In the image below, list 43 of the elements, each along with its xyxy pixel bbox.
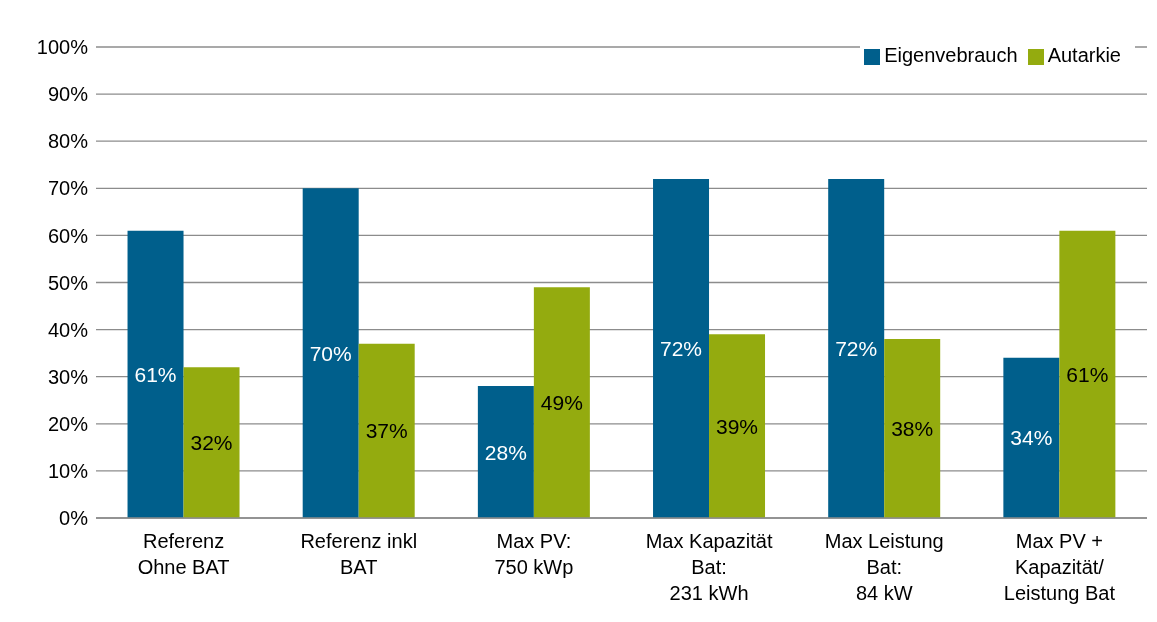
bar: [1059, 230, 1116, 518]
data-label: 34%: [1010, 426, 1053, 450]
bar: [709, 334, 766, 518]
y-tick-label: 80%: [47, 130, 89, 153]
bar: [533, 287, 590, 518]
bar: [477, 386, 534, 518]
y-tick-label: 60%: [47, 224, 89, 247]
y-tick-label: 100%: [36, 36, 89, 59]
y-tick-label: 70%: [47, 177, 89, 200]
x-tick-label: Max PV: 750 kWp: [494, 530, 574, 578]
data-label: 72%: [835, 336, 878, 360]
y-tick-label: 0%: [59, 507, 89, 530]
y-tick-label: 50%: [47, 271, 89, 294]
bar: [1003, 357, 1060, 518]
bar: [884, 339, 941, 518]
data-label: 61%: [134, 362, 177, 386]
bar: [358, 343, 415, 518]
bar: [127, 230, 184, 518]
data-label: 28%: [484, 440, 527, 464]
x-tick-label: Max PV + Kapazität/ Leistung Bat: [1003, 530, 1116, 604]
y-tick-label: 10%: [47, 460, 89, 482]
y-tick-label: 20%: [47, 412, 89, 435]
data-label: 49%: [540, 391, 583, 415]
bar: [653, 178, 710, 518]
legend-label: Autarkie: [1047, 44, 1121, 66]
bar: [828, 178, 885, 518]
data-label: 37%: [365, 419, 408, 443]
x-tick-label: Max Kapazität Bat: 231 kWh: [645, 530, 773, 604]
y-tick-label: 40%: [47, 318, 89, 341]
data-label: 32%: [190, 431, 233, 455]
legend-label: Eigenvebrauch: [884, 44, 1018, 66]
data-label: 39%: [716, 414, 759, 438]
y-tick-label: 90%: [47, 83, 89, 106]
data-label: 72%: [660, 336, 703, 360]
x-tick-label: Referenz inkl BAT: [300, 530, 418, 578]
bar: [183, 367, 240, 518]
data-label: 70%: [309, 341, 352, 365]
data-label: 38%: [891, 416, 934, 440]
y-tick-label: 30%: [47, 365, 89, 388]
x-tick-label: Referenz Ohne BAT: [137, 530, 230, 578]
data-label: 61%: [1066, 362, 1109, 386]
bar: [302, 188, 359, 518]
x-tick-label: Max Leistung Bat: 84 kW: [824, 530, 944, 604]
